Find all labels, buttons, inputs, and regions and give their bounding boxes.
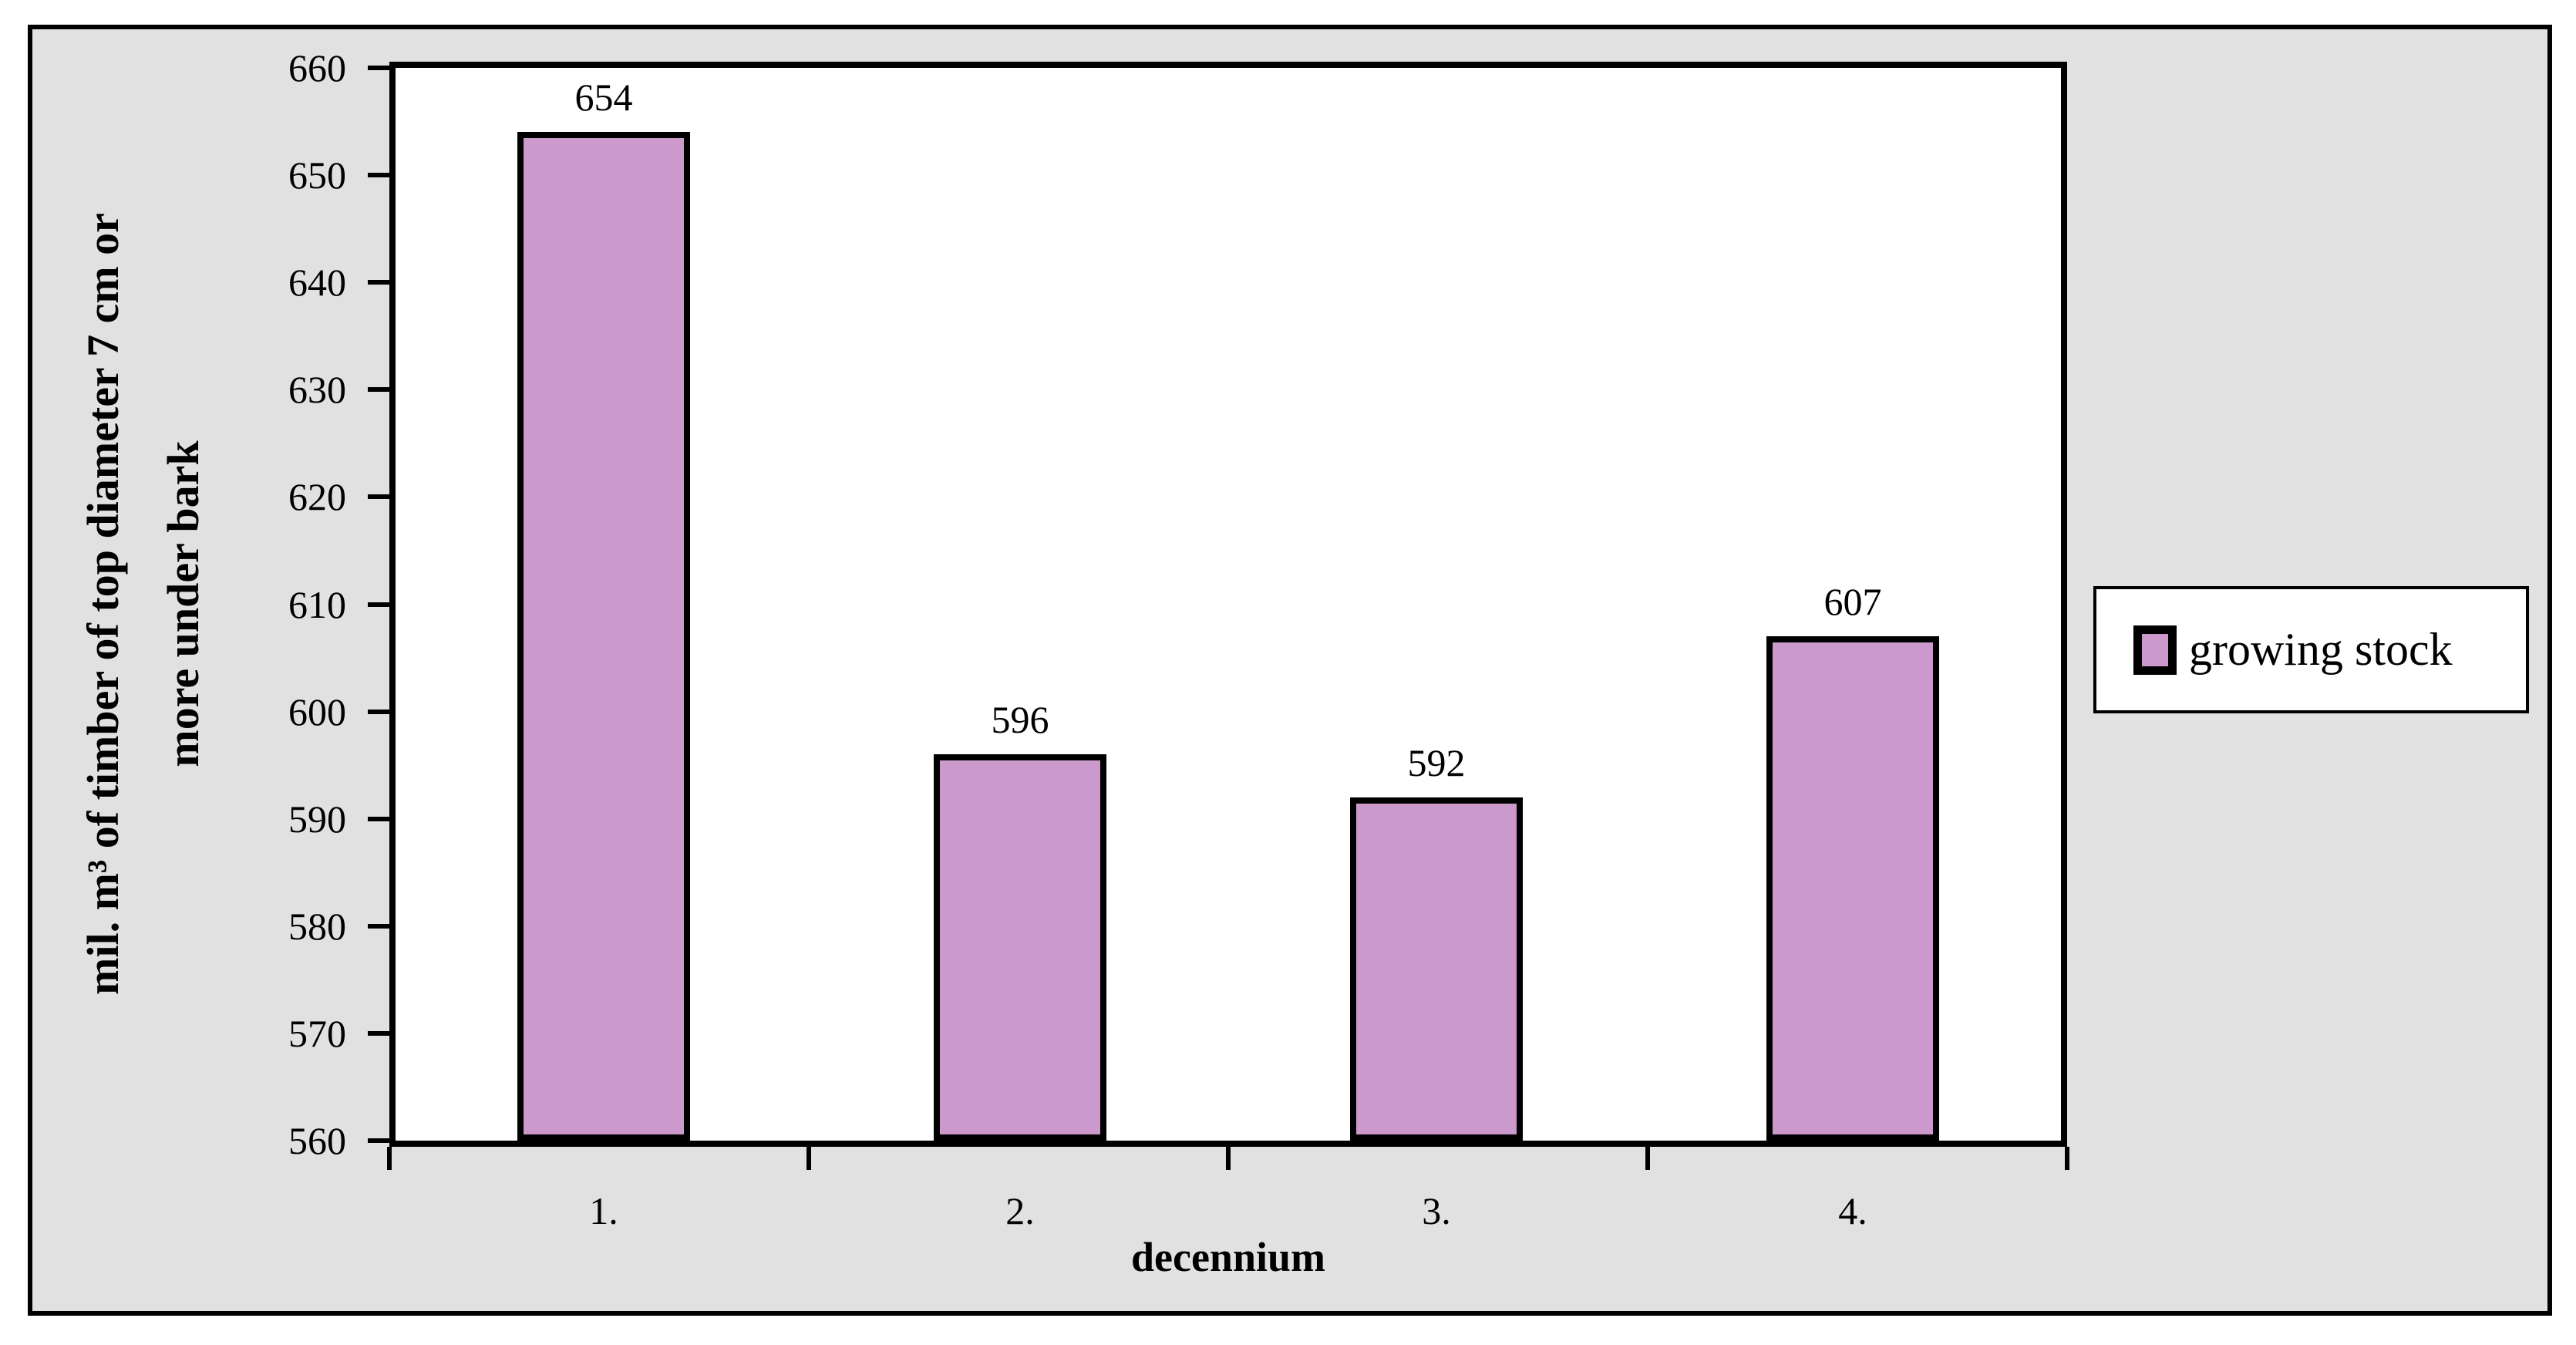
bar [517, 132, 690, 1141]
legend-series-label: growing stock [2189, 624, 2453, 675]
x-tick-mark [387, 1147, 392, 1170]
y-tick-label: 630 [288, 368, 346, 412]
y-tick-label: 610 [288, 582, 346, 626]
y-tick-label: 600 [288, 689, 346, 733]
y-tick-label: 640 [288, 261, 346, 305]
y-tick-label: 590 [288, 797, 346, 841]
y-tick-label: 650 [288, 153, 346, 197]
bar-value-label: 596 [991, 698, 1049, 742]
bar [934, 754, 1106, 1141]
bar-value-label: 654 [574, 76, 633, 120]
y-tick-label: 570 [288, 1011, 346, 1055]
x-category-label: 2. [1005, 1189, 1035, 1232]
y-tick-mark [368, 1138, 389, 1143]
x-tick-mark [2065, 1147, 2069, 1170]
y-tick-mark [368, 494, 389, 500]
y-tick-mark [368, 387, 389, 393]
y-tick-label: 620 [288, 475, 346, 519]
y-tick-label: 580 [288, 904, 346, 948]
y-tick-mark [368, 709, 389, 714]
bar-value-label: 607 [1823, 580, 1882, 624]
x-tick-mark [806, 1147, 811, 1170]
bar [1350, 797, 1523, 1141]
legend-marker-swatch [2133, 625, 2177, 675]
bar-value-label: 592 [1407, 740, 1466, 784]
x-category-label: 3. [1422, 1189, 1451, 1232]
legend: growing stock [2093, 586, 2529, 713]
y-tick-mark [368, 816, 389, 821]
x-axis-title: decennium [1130, 1234, 1326, 1280]
x-category-label: 4. [1838, 1189, 1867, 1232]
x-tick-mark [1645, 1147, 1650, 1170]
x-category-label: 1. [589, 1189, 618, 1232]
y-tick-mark [368, 1030, 389, 1036]
y-tick-mark [368, 923, 389, 929]
y-tick-mark [368, 280, 389, 285]
y-tick-mark [368, 66, 389, 70]
y-tick-mark [368, 602, 389, 607]
y-tick-mark [368, 173, 389, 178]
y-axis-title-line1: mil. m³ of timber of top diameter 7 cm o… [78, 213, 128, 995]
y-tick-label: 660 [288, 46, 346, 89]
bar [1766, 636, 1939, 1141]
y-tick-label: 560 [288, 1119, 346, 1162]
x-tick-mark [1226, 1147, 1231, 1170]
